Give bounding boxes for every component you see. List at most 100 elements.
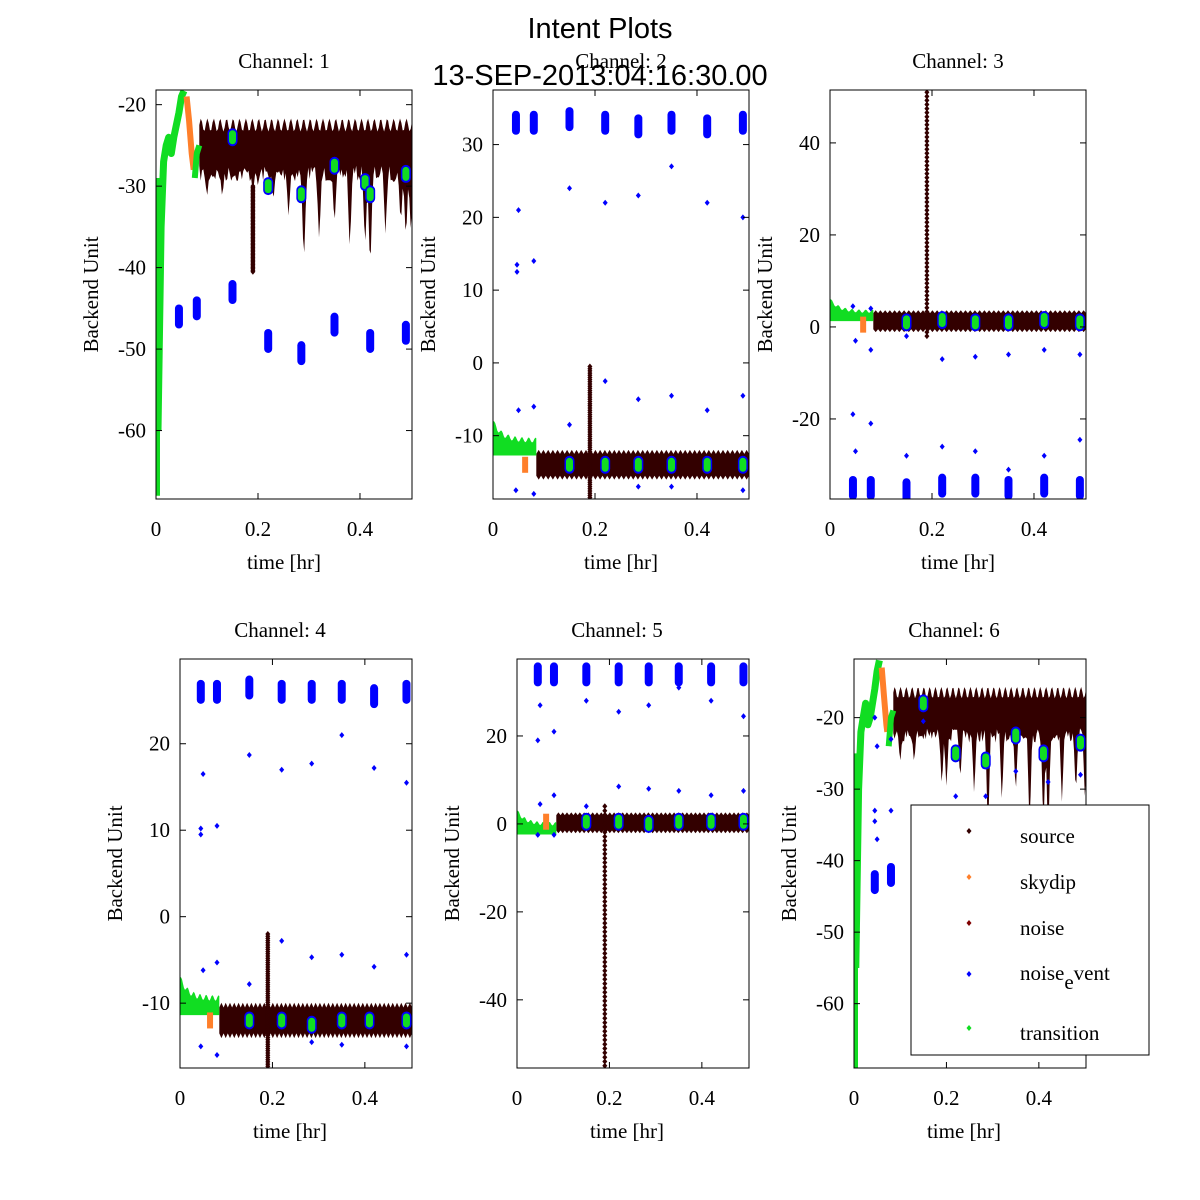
noise-spike-point <box>924 105 930 112</box>
noise-spike-point <box>924 170 930 177</box>
noise-spike-point <box>602 829 608 836</box>
noise-event-point <box>602 378 608 385</box>
y-tick-label: -40 <box>816 849 844 873</box>
noise-event-cluster <box>277 679 286 704</box>
panel-channel-2: 0 0.2 0.4 30 20 10 0 -10 Channel: 2 time [hr] Back… <box>416 49 750 574</box>
noise-spike-point <box>924 97 930 104</box>
x-tick-label: 0.4 <box>689 1086 716 1110</box>
x-tick-label: 0.2 <box>259 1086 285 1110</box>
y-axis-label: Backend Unit <box>416 236 440 352</box>
skydip-line <box>878 667 891 733</box>
noise-spike-point <box>602 898 608 905</box>
noise-event-point <box>704 199 710 206</box>
noise-spike-point <box>924 304 930 311</box>
noise-event-cluster <box>601 110 610 135</box>
noise-event-point <box>198 825 204 832</box>
transition-marker <box>402 166 410 181</box>
noise-event-cluster <box>582 662 591 687</box>
series-noise-spike <box>602 803 608 1068</box>
noise-event-cluster <box>297 341 306 366</box>
noise-event-point <box>635 396 641 403</box>
panel-title: Channel: 1 <box>238 49 330 73</box>
noise-event-cluster <box>533 662 542 687</box>
noise-spike-point <box>602 1028 608 1035</box>
noise-spike-point <box>602 920 608 927</box>
x-tick-label: 0.2 <box>596 1086 622 1110</box>
y-axis-label: Backend Unit <box>753 236 777 352</box>
noise-spike-point <box>602 885 608 892</box>
noise-spike-point <box>924 125 930 132</box>
transition-marker <box>634 457 642 472</box>
noise-spike-point <box>602 1015 608 1022</box>
noise-spike-point <box>602 959 608 965</box>
transition-marker <box>278 1013 286 1028</box>
noise-event-point <box>198 1043 204 1050</box>
noise-spike-point <box>924 227 930 234</box>
noise-event-point <box>214 822 220 829</box>
x-tick-label: 0.4 <box>347 517 374 541</box>
panel-channel-1: 0 0.2 0.4 -20 -30 -40 -50 -60 Channel: 1 time [hr… <box>79 49 413 574</box>
transition-marker <box>707 814 715 829</box>
noise-event-cluster <box>848 475 857 499</box>
y-tick-label: -50 <box>118 337 146 361</box>
transition-marker <box>1040 313 1048 328</box>
y-axis-label: Backend Unit <box>79 236 103 352</box>
noise-spike-point <box>602 837 608 844</box>
noise-spike-point <box>602 816 608 823</box>
transition-marker <box>667 457 675 472</box>
transition-marker <box>308 1017 316 1032</box>
skydip-mark <box>207 1012 214 1029</box>
y-tick-label: -30 <box>816 777 844 801</box>
noise-event-cluster <box>370 684 379 709</box>
noise-event-cluster <box>644 662 653 687</box>
transition-marker <box>338 1013 346 1028</box>
noise-spike-point <box>924 90 930 96</box>
noise-event-point <box>676 787 682 794</box>
noise-event-point <box>1077 436 1083 443</box>
noise-event-cluster <box>614 662 623 687</box>
noise-event-cluster <box>330 312 339 337</box>
noise-event-point <box>339 951 345 958</box>
panel-title: Channel: 4 <box>234 618 326 642</box>
noise-spike-point <box>924 284 930 291</box>
noise-event-cluster <box>667 110 676 135</box>
noise-spike-point <box>924 296 930 303</box>
y-tick-label: -20 <box>479 900 507 924</box>
noise-spike-point <box>602 825 608 831</box>
y-tick-label: 10 <box>462 278 483 302</box>
noise-event-cluster <box>634 114 643 139</box>
x-tick-label: 0.4 <box>352 1086 379 1110</box>
noise-event-point <box>920 718 926 725</box>
legend-entry-noise-event: noiseevent <box>966 961 1110 994</box>
noise-spike-point <box>924 320 930 327</box>
plot-area <box>156 90 412 496</box>
legend-entry-source: source <box>966 824 1075 848</box>
noise-event-point <box>339 732 345 739</box>
series-transition-markers <box>581 812 749 833</box>
noise-spike-point <box>602 924 608 931</box>
noise-spike-point <box>602 1032 608 1039</box>
noise-event-point <box>200 967 206 974</box>
noise-event-point <box>1045 779 1051 785</box>
y-tick-label: -60 <box>816 992 844 1016</box>
noise-event-point <box>583 697 589 704</box>
noise-event-point <box>339 1041 345 1048</box>
noise-event-point <box>972 353 978 360</box>
series-transition <box>493 421 537 456</box>
noise-spike-point <box>602 937 608 944</box>
noise-spike-point <box>602 1010 608 1017</box>
series-transition-end <box>191 144 203 179</box>
noise-spike-point <box>602 950 608 957</box>
noise-event-point <box>537 801 543 808</box>
series-source <box>199 118 412 254</box>
noise-event-point <box>669 483 674 490</box>
noise-event-cluster <box>738 110 747 135</box>
y-tick-label: -30 <box>118 174 146 198</box>
noise-event-point <box>972 448 978 455</box>
noise-event-point <box>853 337 858 344</box>
noise-spike-point <box>924 247 930 254</box>
noise-event-point <box>516 207 521 214</box>
noise-spike-point <box>602 859 608 866</box>
series-noise-event <box>196 675 411 1058</box>
transition-marker <box>582 814 590 829</box>
